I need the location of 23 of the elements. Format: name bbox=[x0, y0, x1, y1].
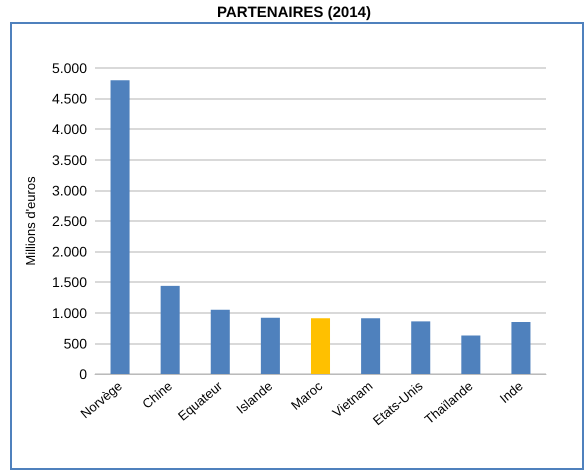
bar bbox=[160, 286, 180, 374]
y-tick-label: 5.000 bbox=[52, 60, 88, 76]
y-tick-label: 2.000 bbox=[52, 244, 88, 260]
bar bbox=[310, 318, 330, 374]
x-tick-label: Inde bbox=[496, 378, 526, 406]
y-tick-label: 1.000 bbox=[52, 304, 88, 321]
y-tick-label: 4.000 bbox=[52, 121, 88, 138]
bar bbox=[511, 322, 530, 374]
bar bbox=[110, 80, 130, 374]
y-tick-label: 3.500 bbox=[52, 152, 88, 168]
bar bbox=[411, 321, 430, 374]
y-tick-label: 0 bbox=[79, 366, 88, 382]
bar bbox=[361, 318, 380, 374]
bar bbox=[461, 335, 480, 374]
y-tick-label: 500 bbox=[64, 335, 88, 352]
y-tick-label: 4.500 bbox=[52, 90, 88, 107]
y-tick-label: 3.000 bbox=[52, 182, 88, 198]
y-tick-label: 2.500 bbox=[52, 213, 88, 229]
chart-title: PARTENAIRES (2014) bbox=[217, 4, 371, 21]
y-axis-title: Millions d'euros bbox=[23, 176, 38, 266]
bar bbox=[260, 318, 280, 374]
bar bbox=[210, 310, 230, 374]
y-tick-label: 1.500 bbox=[52, 274, 88, 290]
